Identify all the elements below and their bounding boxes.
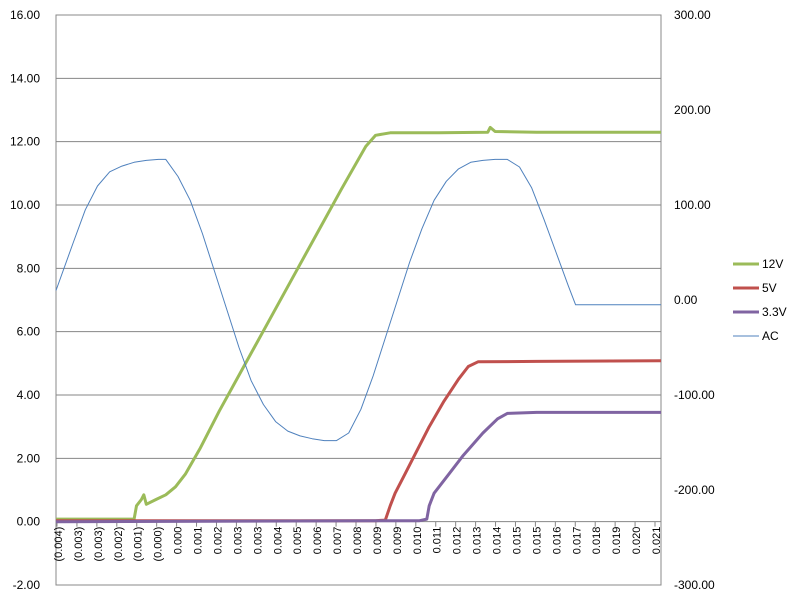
right-axis-tick-labels: -300.00 -200.00 -100.00 0.00 100.00 200.00 300…	[674, 8, 715, 592]
left-axis-tick-label: -2.00	[13, 578, 41, 592]
left-axis-tick-label: 0.00	[17, 515, 41, 529]
right-axis-tick-label: 200.00	[674, 103, 711, 117]
x-axis-tick-label: 0.020	[631, 527, 643, 555]
x-axis-tick-label: 0.006	[312, 527, 324, 555]
left-axis-tick-labels: -2.00 0.00 2.00 4.00 6.00 8.00 10.00 12.00 14.00…	[10, 8, 40, 592]
x-axis-tick-label: 0.009	[372, 527, 384, 555]
x-axis-tick-label: (0.003)	[73, 527, 85, 562]
right-axis-tick-label: 300.00	[674, 8, 711, 22]
right-axis-tick-label: 0.00	[674, 293, 698, 307]
left-axis-tick-label: 14.00	[10, 71, 40, 85]
legend-label-3-3v: 3.3V	[762, 305, 787, 319]
x-axis-tick-label: 0.014	[492, 527, 504, 555]
left-axis-tick-label: 6.00	[17, 325, 41, 339]
x-axis-tick-label: 0.005	[292, 527, 304, 555]
left-axis-tick-label: 2.00	[17, 451, 41, 465]
x-axis-tick-label: 0.001	[193, 527, 205, 555]
x-axis-tick-label: 0.010	[412, 527, 424, 555]
x-axis-tick-label: (0.004)	[53, 527, 65, 562]
x-axis-tick-label: (0.003)	[93, 527, 105, 562]
x-axis-tick-label: 0.012	[452, 527, 464, 555]
x-axis-tick-label: (0.002)	[113, 527, 125, 562]
series-lines	[55, 125, 662, 524]
x-axis-tick-label: 0.000	[173, 527, 185, 555]
x-axis-tick-label: 0.009	[392, 527, 404, 555]
x-axis-tick-label: 0.015	[531, 527, 543, 555]
x-axis-tick-label: 0.013	[472, 527, 484, 555]
left-axis-tick-label: 4.00	[17, 388, 41, 402]
x-axis-tick-label: 0.015	[511, 527, 523, 555]
left-axis-tick-label: 12.00	[10, 135, 40, 149]
legend-label-5v: 5V	[762, 281, 777, 295]
legend-label-12v: 12V	[762, 257, 783, 271]
x-axis-tick-label: 0.019	[611, 527, 623, 555]
right-axis-tick-label: -100.00	[674, 388, 715, 402]
left-axis-tick-label: 8.00	[17, 261, 41, 275]
legend: 12V 5V 3.3V AC	[733, 257, 787, 343]
plot-area-border	[55, 14, 662, 586]
x-axis-tick-label: 0.003	[232, 527, 244, 555]
x-axis-tick-label: 0.011	[432, 527, 444, 554]
series-line-ac	[55, 158, 661, 442]
x-axis-tick-label: 0.008	[352, 527, 364, 555]
x-axis-tick-label: 0.021	[651, 527, 663, 555]
x-axis-tick-label: 0.018	[591, 527, 603, 555]
x-axis-tick-label: (0.001)	[133, 527, 145, 562]
x-axis-tick-labels: (0.004) (0.003) (0.003) (0.002) (0.001) (0.00…	[53, 521, 663, 562]
series-line-12v	[56, 125, 661, 521]
x-axis-tick-label: 0.003	[252, 527, 264, 555]
left-axis-tick-label: 16.00	[10, 8, 40, 22]
right-axis-tick-label: -200.00	[674, 483, 715, 497]
x-axis-tick-label: (0.000)	[153, 527, 165, 562]
x-axis-tick-label: 0.016	[551, 527, 563, 555]
x-axis-tick-label: 0.007	[332, 527, 344, 555]
x-axis-tick-label: 0.002	[212, 527, 224, 555]
series-line-5v	[56, 359, 662, 523]
left-axis-tick-label: 10.00	[10, 198, 40, 212]
legend-label-ac: AC	[762, 329, 779, 343]
right-axis-tick-label: 100.00	[674, 198, 711, 212]
series-line-3-3v	[55, 410, 661, 524]
x-axis-tick-label: 0.017	[571, 527, 583, 555]
right-axis-tick-label: -300.00	[674, 578, 715, 592]
x-axis-tick-label: 0.004	[272, 527, 284, 555]
